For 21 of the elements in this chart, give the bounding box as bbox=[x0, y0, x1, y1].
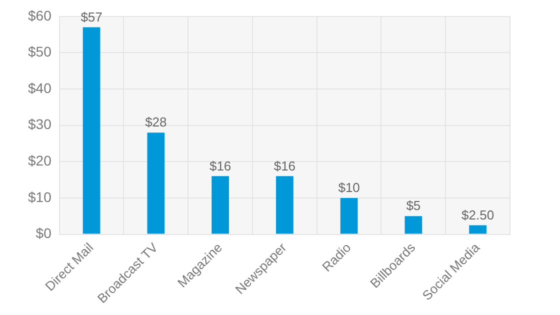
bar bbox=[469, 225, 487, 234]
bar bbox=[82, 27, 100, 234]
y-tick-label: $0 bbox=[36, 225, 52, 242]
y-tick-label: $50 bbox=[28, 44, 52, 60]
data-label: $5 bbox=[406, 198, 421, 214]
bar bbox=[340, 198, 358, 234]
bar bbox=[276, 176, 294, 234]
bar bbox=[212, 176, 229, 234]
data-label: $10 bbox=[338, 180, 360, 196]
bar bbox=[404, 216, 422, 234]
y-tick-label: $20 bbox=[28, 152, 52, 169]
y-tick-label: $40 bbox=[28, 80, 52, 96]
data-label: $16 bbox=[274, 158, 296, 174]
data-label: $57 bbox=[80, 9, 102, 24]
data-label: $28 bbox=[145, 114, 167, 130]
data-label: $16 bbox=[209, 158, 232, 174]
data-label: $2.50 bbox=[462, 207, 494, 222]
y-tick-label: $60 bbox=[28, 7, 52, 24]
bar bbox=[147, 132, 165, 234]
y-tick-label: $30 bbox=[28, 116, 52, 132]
y-tick-label: $10 bbox=[28, 188, 52, 205]
